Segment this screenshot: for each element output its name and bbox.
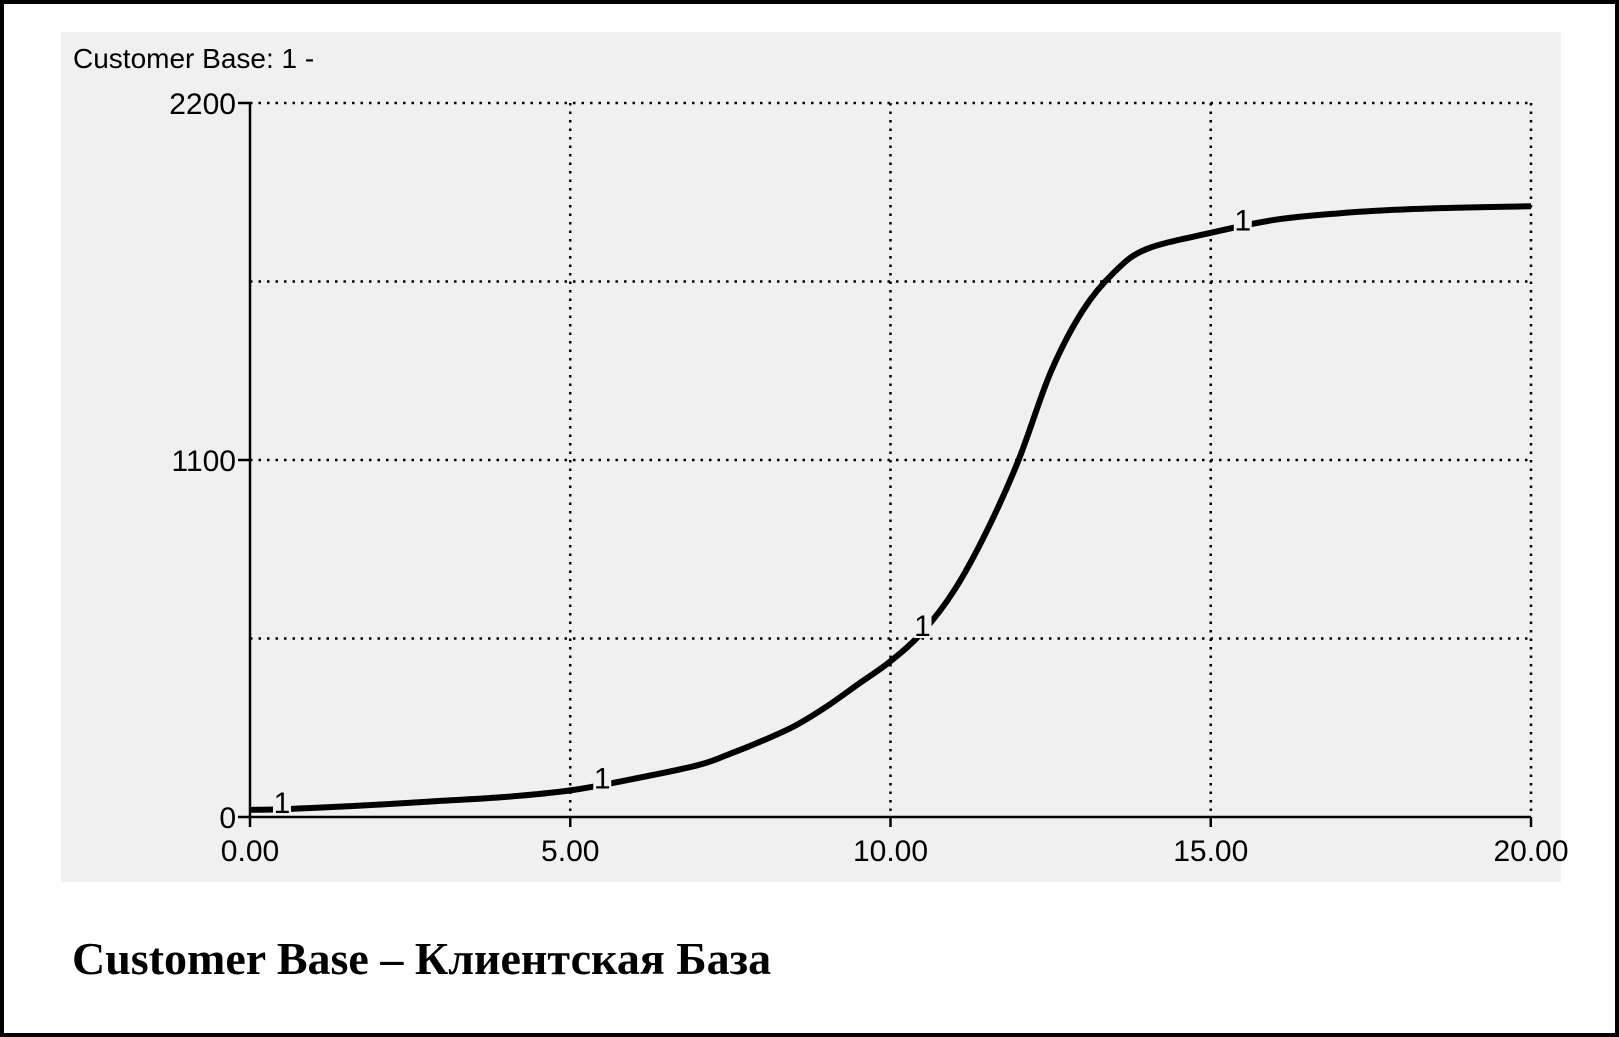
series-marker-label-0: 1	[274, 787, 291, 820]
series-marker-bg-2	[913, 608, 932, 639]
x-tick-label-0: 0.00	[221, 835, 279, 868]
plot-panel	[61, 32, 1561, 882]
series-layer: 1 1 1 1	[249, 202, 1532, 820]
y-tick-label-1: 1100	[171, 445, 236, 478]
y-tick-label-0: 2200	[169, 88, 236, 121]
grid-layer	[250, 101, 1533, 817]
x-tick-label-3: 15.00	[1173, 835, 1248, 868]
series-marker-label-2: 1	[914, 610, 931, 643]
x-tick-label-2: 10.00	[853, 835, 928, 868]
y-tick-label-2: 0	[219, 802, 236, 835]
series-marker-bg-3	[1233, 202, 1252, 233]
x-tick-label-4: 20.00	[1493, 835, 1568, 868]
series-marker-label-3: 1	[1234, 204, 1251, 237]
tick-layer: 0.00 5.00 10.00 15.00 20.00 2200 1100 0	[169, 88, 1568, 868]
x-tick-label-1: 5.00	[541, 835, 599, 868]
legend-label: Customer Base: 1 -	[73, 43, 314, 74]
series-marker-bg-1	[593, 760, 612, 791]
series-line-0	[249, 203, 1532, 813]
series-marker-bg-0	[273, 785, 292, 816]
figure-caption: Customer Base – Клиентская База	[72, 933, 772, 984]
series-marker-label-1: 1	[594, 763, 611, 796]
